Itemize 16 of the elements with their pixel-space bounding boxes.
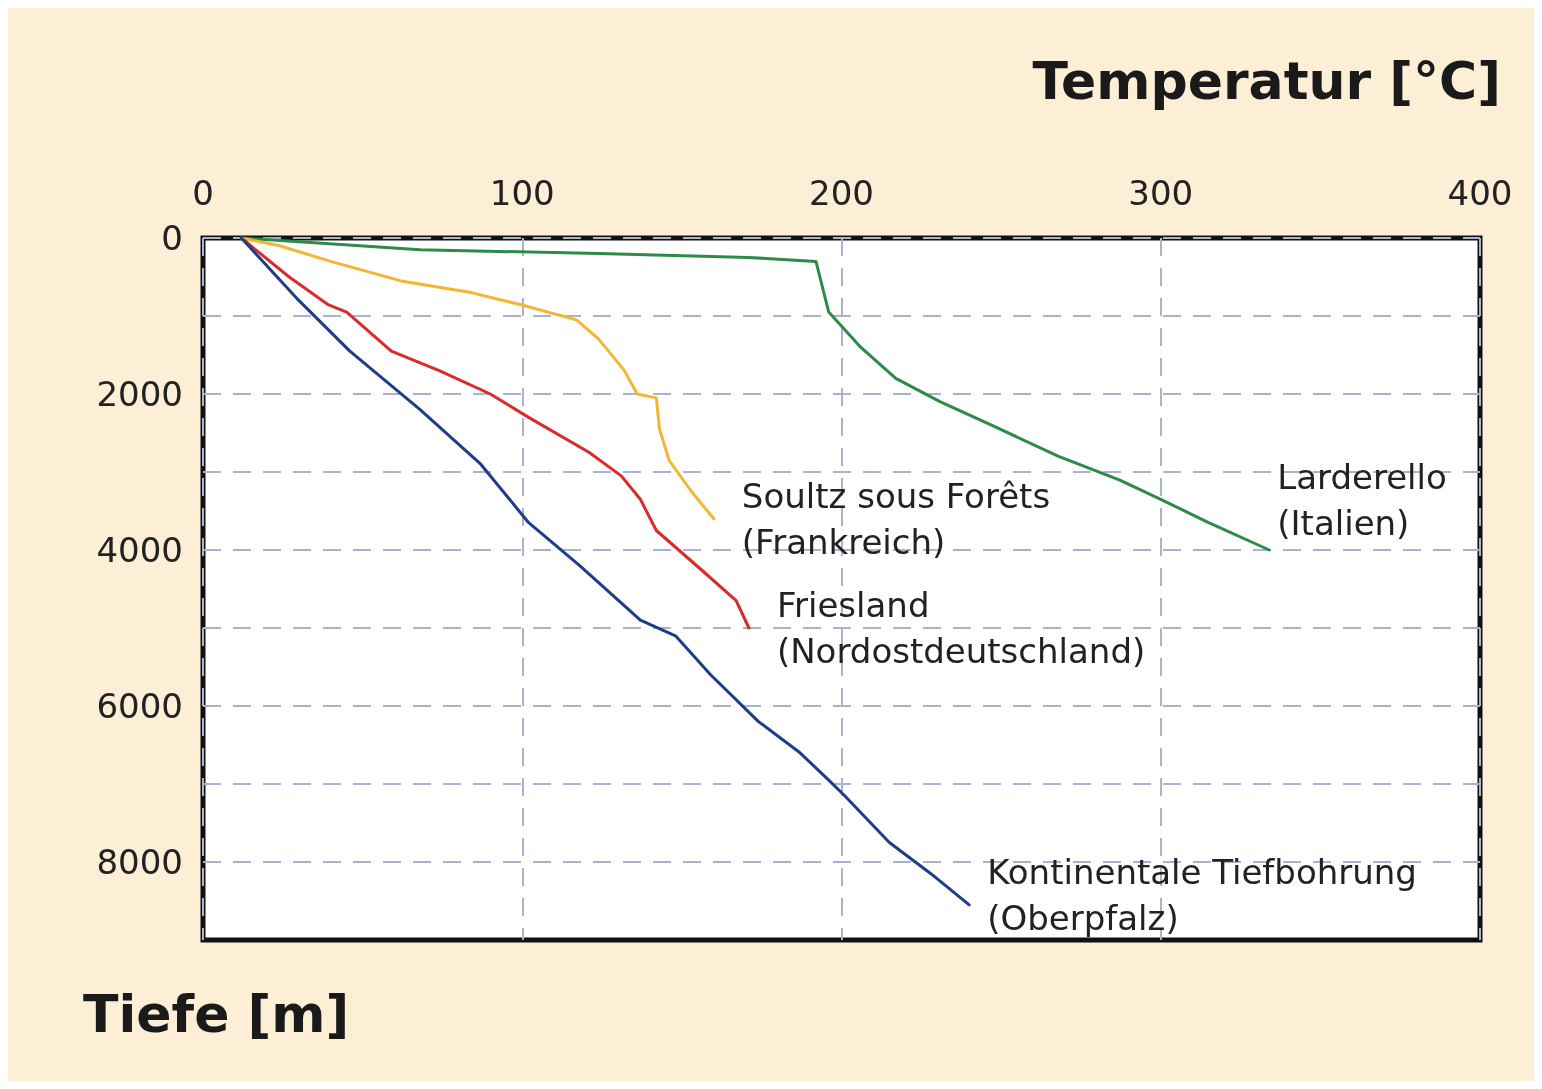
- x-tick-label: 400: [1447, 173, 1513, 213]
- series-label: Friesland (Nordostdeutschland): [776, 585, 1146, 671]
- x-tick-label: 300: [1128, 173, 1194, 213]
- y-axis-title: Tiefe [m]: [83, 984, 350, 1044]
- x-tick-label: 200: [809, 173, 874, 213]
- y-tick-label: 2000: [96, 374, 183, 414]
- series-label: Kontinentale Tiefbohrung (Oberpfalz): [987, 851, 1417, 938]
- x-tick-label: 100: [489, 173, 555, 213]
- y-tick-label: 8000: [96, 842, 183, 882]
- y-tick-label: 6000: [96, 686, 183, 726]
- series-label: Soultz sous Forêts (Frankreich): [741, 475, 1051, 562]
- y-tick-label: 0: [161, 218, 183, 258]
- y-tick-label: 4000: [96, 530, 183, 570]
- x-tick-label: 0: [192, 173, 214, 213]
- series-label: Larderello (Italien): [1277, 457, 1447, 543]
- x-axis-title: Temperatur [°C]: [1032, 51, 1501, 111]
